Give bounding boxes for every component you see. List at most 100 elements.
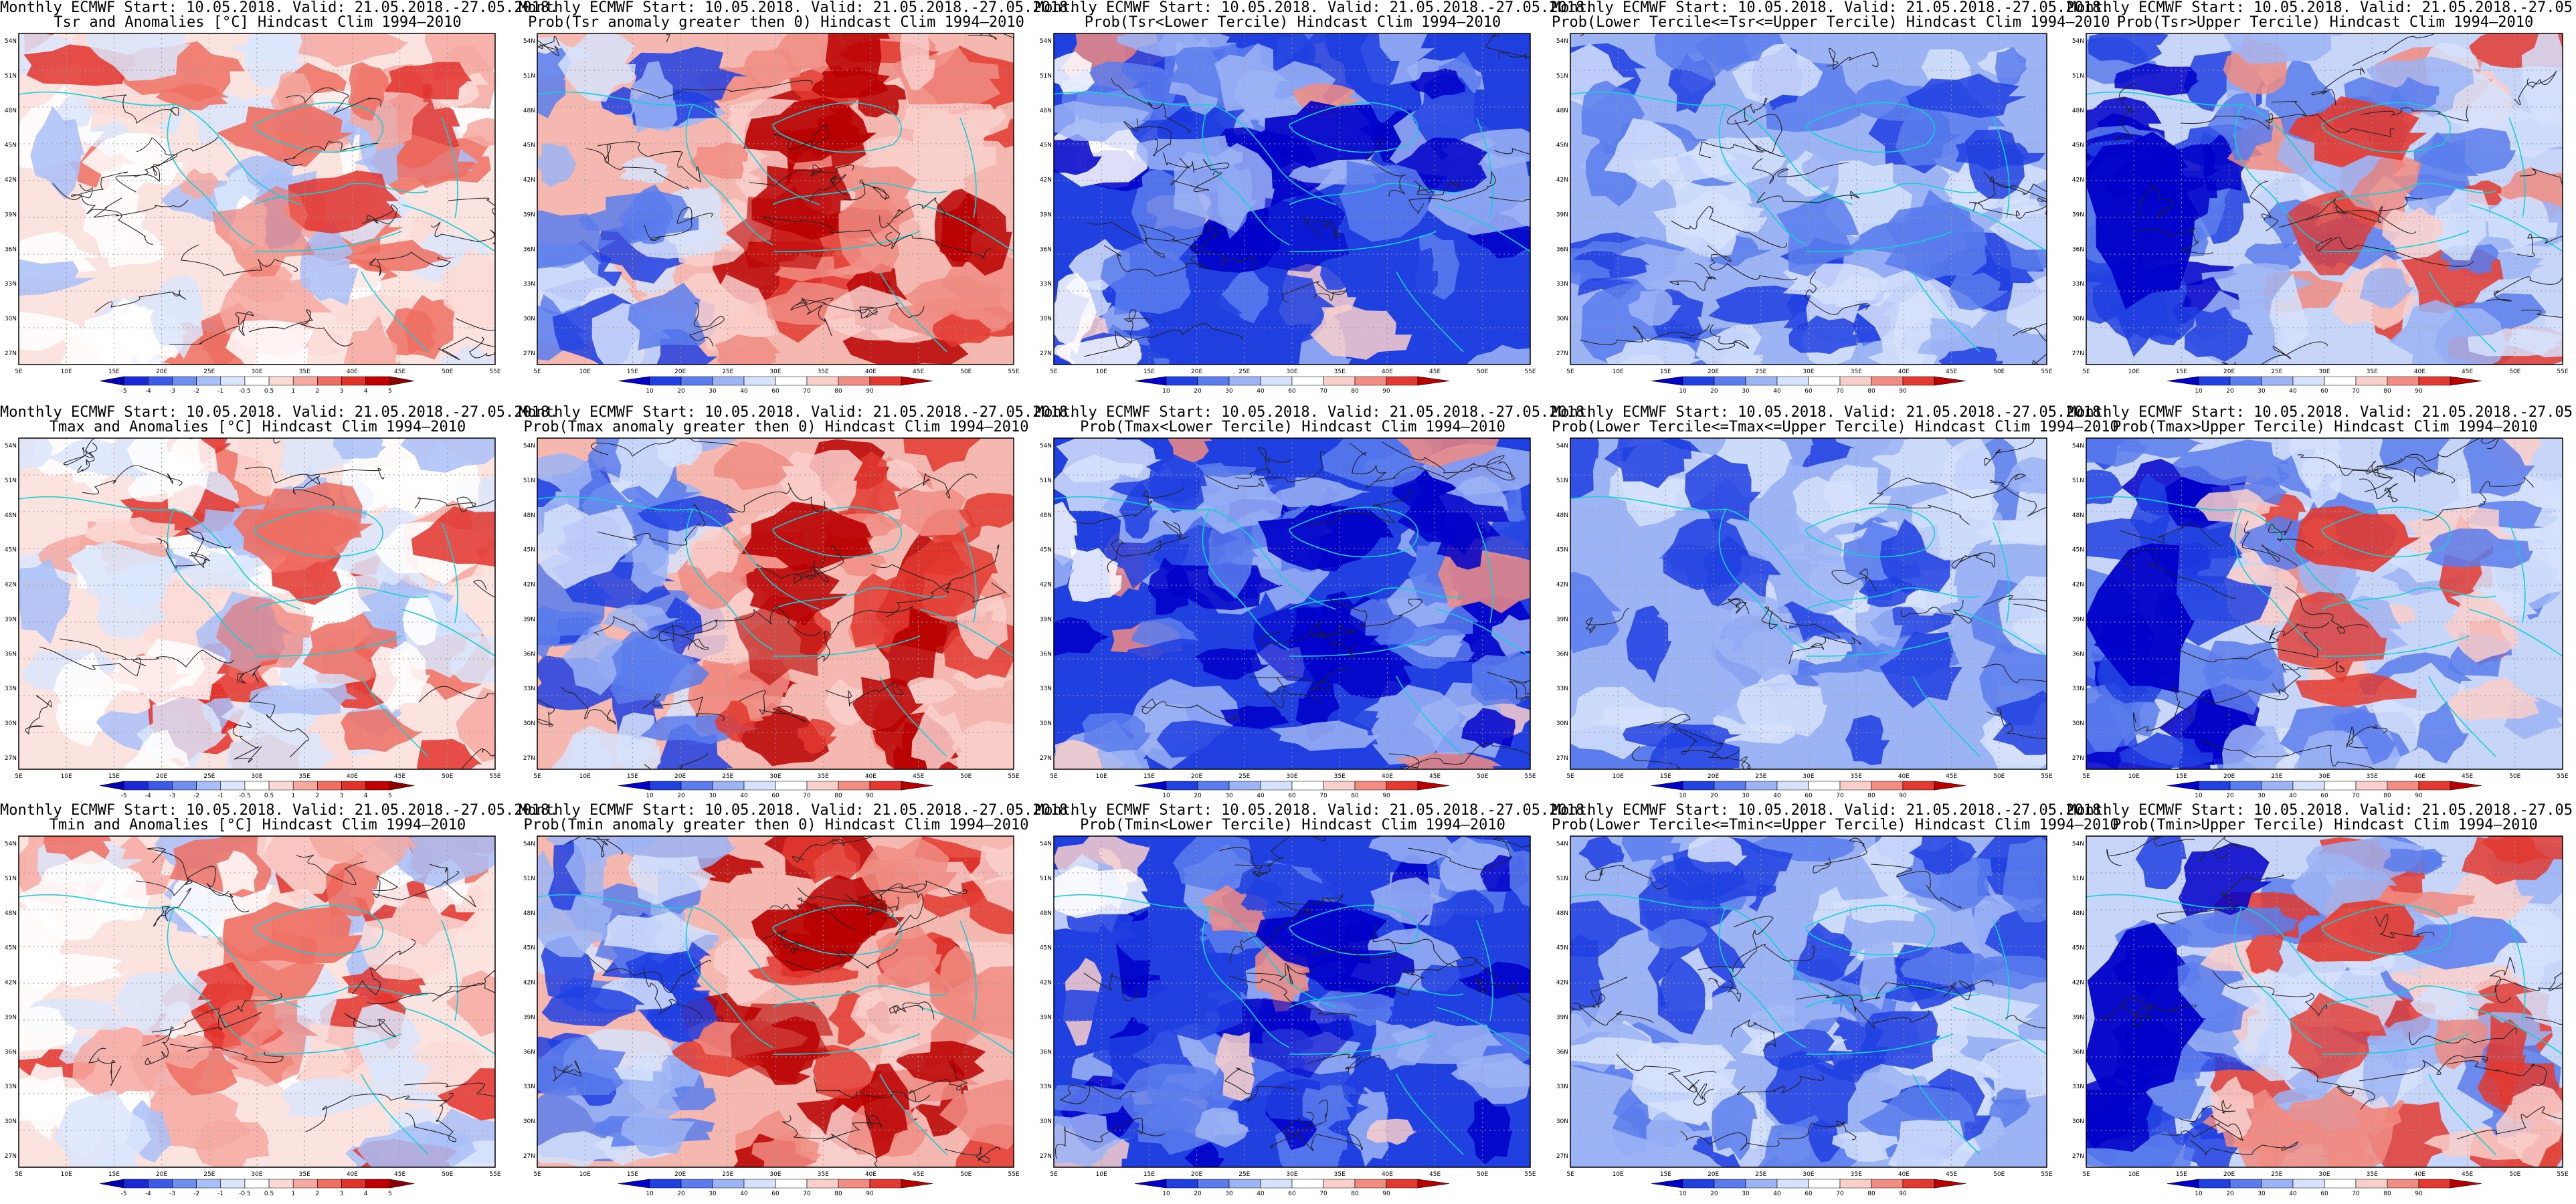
map-panel-tmax-prob-positive: Monthly ECMWF Start: 10.05.2018. Valid: …	[519, 405, 1077, 806]
colorbar-swatch	[2450, 781, 2482, 791]
lat-tick-label: 48N	[5, 512, 17, 519]
panel-title: Prob(Tsr anomaly greater then 0) Hindcas…	[528, 14, 1024, 31]
lon-tick-label: 50E	[1993, 773, 2005, 780]
colorbar-label: 5	[388, 793, 392, 799]
lon-tick-label: 35E	[1851, 773, 1862, 780]
colorbar-swatch	[196, 781, 221, 791]
lat-tick-label: 33N	[523, 1084, 535, 1090]
lon-tick-label: 55E	[1008, 773, 1019, 780]
colorbar-swatch	[1934, 1179, 1966, 1189]
colorbar-swatch	[2167, 1179, 2199, 1189]
colorbar-swatch	[2198, 376, 2231, 386]
lon-tick-label: 25E	[722, 369, 733, 375]
colorbar-label: 90	[1382, 1191, 1390, 1197]
colorbar-swatch	[1839, 781, 1872, 791]
lon-tick-label: 20E	[1191, 369, 1202, 375]
colorbar-swatch	[172, 1179, 197, 1189]
lat-tick-label: 45N	[523, 142, 535, 149]
colorbar: 10 20 30 40 60 70 80 90	[618, 781, 933, 799]
lon-tick-label: 20E	[2223, 773, 2235, 780]
lat-tick-label: 54N	[1556, 841, 1568, 847]
lat-tick-label: 48N	[5, 108, 17, 114]
colorbar-label: 60	[1288, 388, 1296, 395]
colorbar-swatch	[1197, 376, 1230, 386]
lat-tick-label: 45N	[5, 547, 17, 554]
lon-tick-label: 20E	[156, 369, 167, 375]
lon-tick-label: 5E	[1566, 369, 1574, 375]
lat-tick-label: 27N	[523, 1153, 535, 1160]
colorbar-label: 0.5	[264, 1191, 274, 1197]
colorbar-swatch	[341, 781, 366, 791]
panel-title: Prob(Tsr>Upper Tercile) Hindcast Clim 19…	[2116, 14, 2534, 31]
map-panel-tsr-prob-positive: Monthly ECMWF Start: 10.05.2018. Valid: …	[519, 0, 1077, 401]
lon-tick-label: 10E	[1096, 1171, 1107, 1178]
lon-tick-label: 55E	[489, 1171, 500, 1178]
colorbar-swatch	[2324, 781, 2357, 791]
lat-tick-label: 36N	[5, 651, 17, 658]
lon-tick-label: 5E	[533, 369, 541, 375]
lon-tick-label: 55E	[1524, 369, 1536, 375]
lat-tick-label: 36N	[1556, 651, 1568, 658]
panel-title: Tmin and Anomalies [°C] Hindcast Clim 19…	[49, 817, 466, 833]
lat-tick-label: 27N	[2072, 1153, 2084, 1160]
colorbar-swatch	[743, 376, 776, 386]
lat-tick-label: 36N	[1040, 1049, 1052, 1056]
lat-tick-label: 48N	[1040, 108, 1052, 114]
colorbar-swatch	[1417, 781, 1450, 791]
lon-tick-label: 30E	[251, 369, 262, 375]
colorbar-swatch	[1228, 781, 1261, 791]
map-panel-tmax-anomaly: Monthly ECMWF Start: 10.05.2018. Valid: …	[0, 405, 558, 806]
lon-tick-label: 20E	[674, 773, 686, 780]
lat-tick-label: 54N	[1040, 38, 1052, 45]
map-panel-tmax-prob-upper: Monthly ECMWF Start: 10.05.2018. Valid: …	[2067, 405, 2576, 806]
colorbar-label: -3	[169, 793, 175, 799]
lat-tick-label: 39N	[1556, 211, 1568, 218]
colorbar-label: 1	[291, 1191, 295, 1197]
lon-tick-label: 5E	[2082, 773, 2090, 780]
lat-tick-label: 42N	[2072, 177, 2084, 184]
lat-tick-label: 30N	[1556, 1118, 1568, 1125]
lat-tick-label: 33N	[523, 281, 535, 288]
lat-tick-label: 45N	[2072, 547, 2084, 554]
colorbar-label: 40	[1773, 388, 1781, 395]
lat-tick-label: 54N	[1040, 443, 1052, 449]
lat-tick-label: 33N	[5, 686, 17, 692]
colorbar-swatch	[2198, 1179, 2231, 1189]
colorbar-swatch	[1260, 1179, 1293, 1189]
colorbar-swatch	[220, 376, 246, 386]
colorbar-label: 70	[1319, 1191, 1327, 1197]
lon-tick-label: 30E	[1803, 369, 1814, 375]
colorbar-swatch	[2261, 376, 2294, 386]
colorbar-label: 30	[1225, 1191, 1233, 1197]
lon-tick-label: 10E	[2128, 369, 2140, 375]
lon-tick-label: 10E	[2128, 773, 2140, 780]
lon-tick-label: 15E	[108, 1171, 120, 1178]
colorbar-label: 20	[677, 388, 685, 395]
lon-tick-label: 15E	[108, 369, 120, 375]
lon-tick-label: 50E	[1477, 369, 1488, 375]
lon-tick-label: 50E	[960, 1171, 972, 1178]
lon-tick-label: 10E	[61, 1171, 72, 1178]
colorbar-label: 20	[2226, 388, 2234, 395]
lon-tick-label: 40E	[865, 369, 877, 375]
panel-header-line: Monthly ECMWF Start: 10.05.2018. Valid: …	[1552, 802, 2110, 819]
lat-tick-label: 33N	[523, 686, 535, 692]
panel-title: Prob(Lower Tercile<=Tmin<=Upper Tercile)…	[1552, 817, 2119, 833]
colorbar-swatch	[618, 376, 650, 386]
lon-tick-label: 30E	[1286, 1171, 1297, 1178]
lat-tick-label: 42N	[1040, 177, 1052, 184]
colorbar-label: 30	[1742, 1191, 1750, 1197]
colorbar-swatch	[365, 376, 391, 386]
colorbar-label: 40	[740, 388, 748, 395]
colorbar-swatch	[1291, 1179, 1324, 1189]
colorbar-swatch	[317, 376, 342, 386]
colorbar-swatch	[1871, 376, 1904, 386]
colorbar-swatch	[2167, 376, 2199, 386]
lat-tick-label: 39N	[1040, 1014, 1052, 1021]
lat-tick-label: 27N	[2072, 755, 2084, 762]
lat-tick-label: 54N	[2072, 443, 2084, 449]
